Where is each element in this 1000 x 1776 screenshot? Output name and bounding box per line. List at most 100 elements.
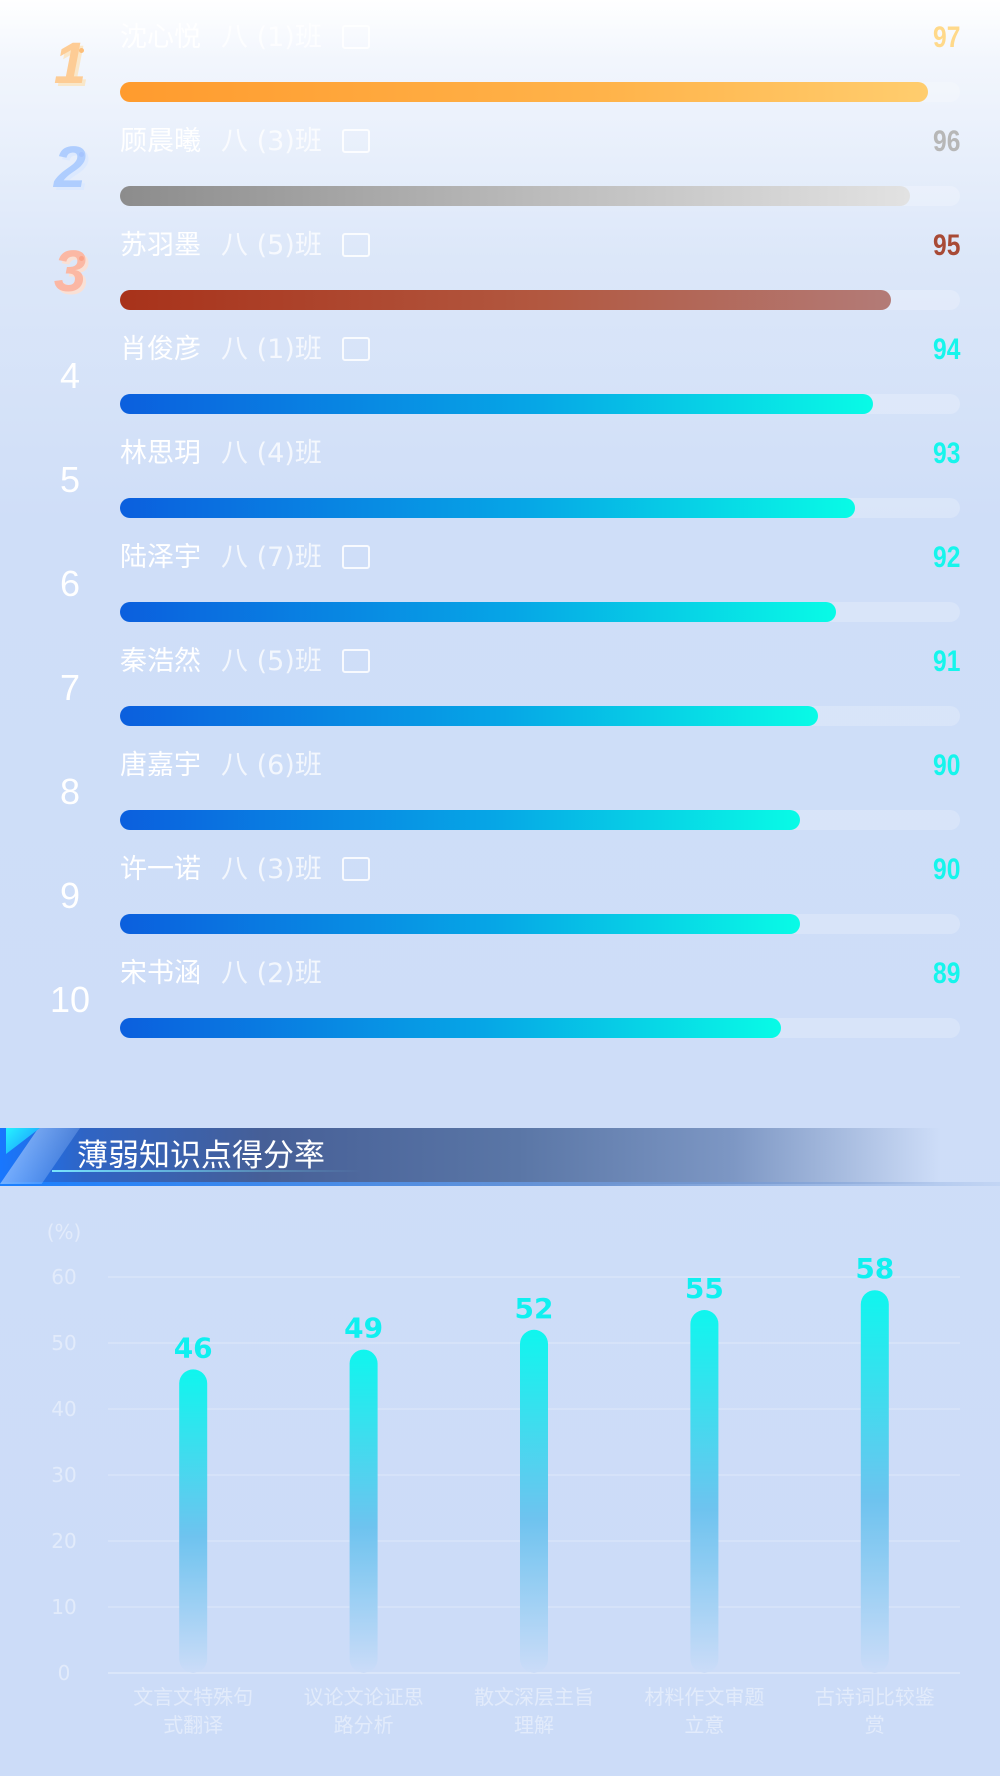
student-info: 陆泽宇八 (7)班 xyxy=(120,538,370,578)
x-category-label: 式翻译 xyxy=(163,1713,223,1737)
ranking-row: 8 唐嘉宇八 (6)班 90 xyxy=(0,734,1000,838)
student-score: 92 xyxy=(932,541,960,574)
ranking-row: 1 沈心悦八 (1)班 97 xyxy=(0,6,1000,110)
x-category-label: 立意 xyxy=(684,1713,724,1737)
tag-box-icon xyxy=(341,337,370,361)
score-bar-track xyxy=(120,602,960,622)
student-score: 90 xyxy=(932,749,960,782)
ranking-row: 7 秦浩然八 (5)班 91 xyxy=(0,630,1000,734)
tag-box-icon xyxy=(341,25,370,49)
section-title: 薄弱知识点得分率 xyxy=(77,1138,325,1174)
bar xyxy=(860,1290,889,1673)
score-bar-fill xyxy=(120,394,873,414)
tag-box-icon xyxy=(341,545,370,569)
x-category-label: 议论文论证思 xyxy=(304,1685,424,1709)
rank-number: 7 xyxy=(59,667,81,708)
x-category-label: 文言文特殊句 xyxy=(133,1685,253,1709)
bar-value-label: 58 xyxy=(855,1252,894,1285)
student-info: 顾晨曦八 (3)班 xyxy=(120,122,370,162)
ranking-row: 3 苏羽墨八 (5)班 95 xyxy=(0,214,1000,318)
tag-box-icon xyxy=(341,649,370,673)
rank-number: 5 xyxy=(59,459,81,500)
y-tick-label: 0 xyxy=(58,1661,71,1685)
score-bar-fill xyxy=(120,186,910,206)
student-score: 96 xyxy=(932,125,960,158)
ranking-row: 2 顾晨曦八 (3)班 96 xyxy=(0,110,1000,214)
tag-box-icon xyxy=(341,233,370,257)
rank-medal-number: 2 xyxy=(30,138,110,198)
student-name: 唐嘉宇 xyxy=(120,750,201,781)
rank-number: 4 xyxy=(59,355,81,396)
rank-number: 6 xyxy=(59,563,81,604)
student-class: 八 (4)班 xyxy=(221,438,322,469)
bar-value-label: 46 xyxy=(174,1331,213,1364)
ranking-row: 9 许一诺八 (3)班 90 xyxy=(0,838,1000,942)
x-category-label: 赏 xyxy=(865,1713,885,1737)
student-score: 93 xyxy=(932,437,960,470)
y-tick-label: 10 xyxy=(51,1595,76,1619)
student-score: 90 xyxy=(932,853,960,886)
score-bar-track xyxy=(120,914,960,934)
student-class: 八 (7)班 xyxy=(221,542,322,573)
student-info: 肖俊彦八 (1)班 xyxy=(120,330,370,370)
score-bar-track xyxy=(120,498,960,518)
bar xyxy=(349,1349,378,1673)
header-edge xyxy=(0,1182,1000,1186)
bar-value-label: 55 xyxy=(685,1272,724,1305)
tag-box-icon xyxy=(341,129,370,153)
student-name: 陆泽宇 xyxy=(120,542,201,573)
score-bar-fill xyxy=(120,602,837,622)
rank-number: 9 xyxy=(59,875,81,916)
bar-value-label: 52 xyxy=(515,1292,554,1325)
student-name: 秦浩然 xyxy=(120,646,201,677)
x-category-label: 路分析 xyxy=(334,1713,394,1737)
student-score: 89 xyxy=(932,957,960,990)
y-tick-label: 60 xyxy=(51,1265,76,1289)
student-class: 八 (2)班 xyxy=(221,958,322,989)
y-axis-unit: (%) xyxy=(47,1220,82,1244)
tag-box-icon xyxy=(341,857,370,881)
bar xyxy=(520,1329,548,1673)
student-score: 94 xyxy=(932,333,960,366)
score-bar-track xyxy=(120,394,960,414)
y-tick-label: 40 xyxy=(51,1397,76,1421)
score-bar-track xyxy=(120,290,960,310)
student-info: 秦浩然八 (5)班 xyxy=(120,642,370,682)
student-info: 沈心悦八 (1)班 xyxy=(120,18,370,58)
student-class: 八 (3)班 xyxy=(221,854,322,885)
student-class: 八 (3)班 xyxy=(221,126,322,157)
score-bar-track xyxy=(120,810,960,830)
student-class: 八 (1)班 xyxy=(221,22,322,53)
score-bar-track xyxy=(120,186,960,206)
rank-number: 8 xyxy=(59,771,81,812)
ranking-row: 4 肖俊彦八 (1)班 94 xyxy=(0,318,1000,422)
student-info: 林思玥八 (4)班 xyxy=(120,434,322,474)
student-name: 林思玥 xyxy=(120,438,201,469)
score-bar-fill xyxy=(120,810,800,830)
student-name: 许一诺 xyxy=(120,854,201,885)
bar xyxy=(179,1369,208,1673)
student-name: 苏羽墨 xyxy=(120,230,201,261)
x-category-label: 材料作文审题 xyxy=(644,1685,764,1709)
student-name: 宋书涵 xyxy=(120,958,201,989)
x-category-label: 古诗词比较鉴 xyxy=(815,1685,935,1709)
rank-number: 10 xyxy=(49,979,91,1020)
header-underline xyxy=(52,1170,362,1172)
score-bar-fill xyxy=(120,498,855,518)
rank-medal-number: 1 xyxy=(30,34,110,94)
score-bar-fill xyxy=(120,290,892,310)
score-bar-track xyxy=(120,1018,960,1038)
bar xyxy=(690,1310,719,1673)
ranking-row: 5 林思玥八 (4)班 93 xyxy=(0,422,1000,526)
student-info: 许一诺八 (3)班 xyxy=(120,850,370,890)
ranking-row: 10 宋书涵八 (2)班 89 xyxy=(0,942,1000,1046)
y-tick-label: 20 xyxy=(51,1529,76,1553)
y-tick-label: 50 xyxy=(51,1331,76,1355)
header-band xyxy=(0,1128,940,1184)
rank-medal-number: 3 xyxy=(30,242,110,302)
student-score: 97 xyxy=(932,21,960,54)
student-class: 八 (6)班 xyxy=(221,750,322,781)
student-class: 八 (5)班 xyxy=(221,230,322,261)
x-category-label: 散文深层主旨 xyxy=(474,1685,594,1709)
